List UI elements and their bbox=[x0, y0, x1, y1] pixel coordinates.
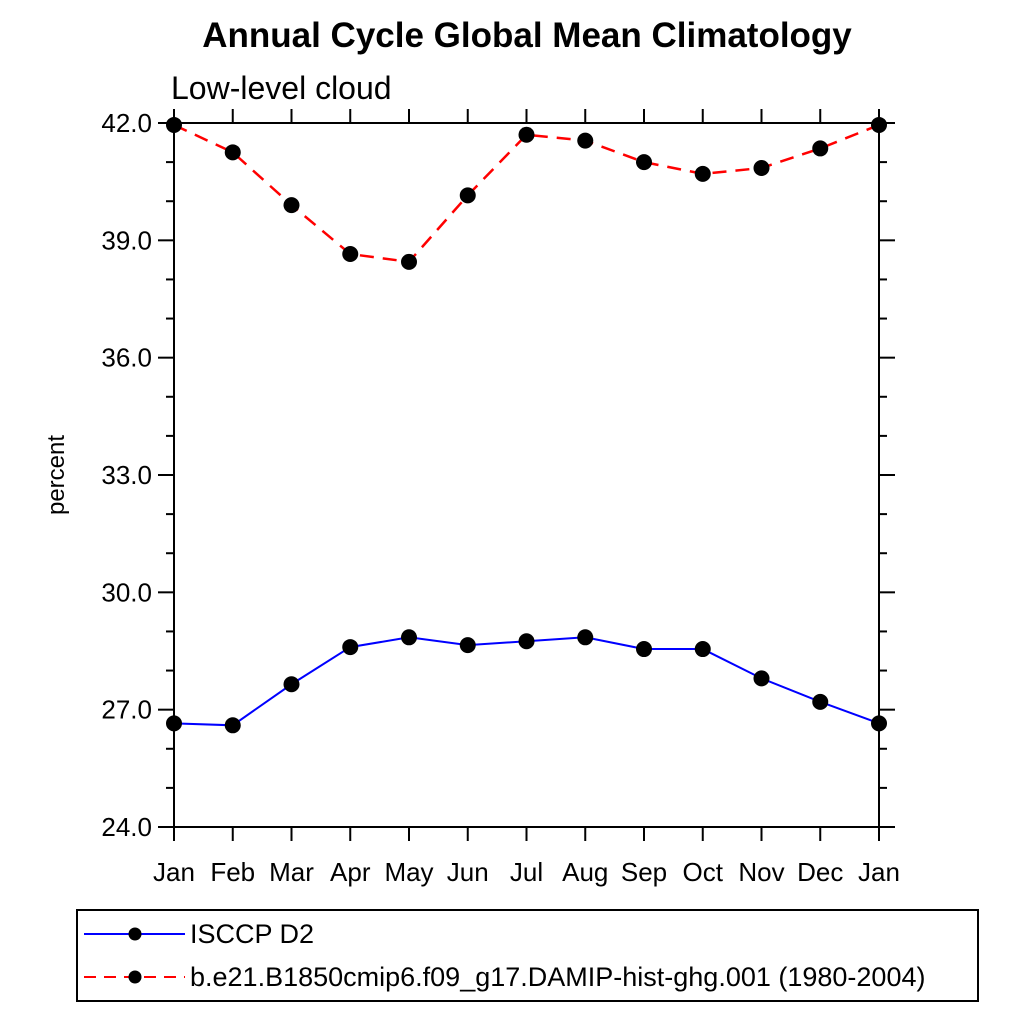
data-point-marker bbox=[812, 693, 829, 710]
data-point-marker bbox=[636, 641, 652, 658]
x-tick-label: Jan bbox=[858, 857, 900, 887]
legend-item-model: b.e21.B1850cmip6.f09_g17.DAMIP-hist-ghg.… bbox=[81, 957, 977, 997]
y-tick-label: 39.0 bbox=[101, 225, 152, 255]
data-point-marker bbox=[224, 717, 241, 734]
x-tick-label: May bbox=[384, 857, 433, 887]
legend-label: ISCCP D2 bbox=[190, 918, 315, 949]
data-point-marker bbox=[812, 140, 829, 157]
data-point-marker bbox=[871, 715, 887, 732]
data-point-marker bbox=[283, 676, 300, 693]
legend-line-sample-icon bbox=[84, 927, 185, 941]
legend: ISCCP D2 b.e21.B1850cmip6.f09_g17.DAMIP-… bbox=[76, 909, 979, 1002]
legend-item-isccp-d2: ISCCP D2 bbox=[81, 914, 977, 954]
data-point-marker bbox=[577, 132, 594, 149]
x-tick-label: Nov bbox=[738, 857, 784, 887]
x-tick-label: Sep bbox=[621, 857, 667, 887]
data-point-marker bbox=[871, 116, 887, 133]
x-tick-label: Jun bbox=[447, 857, 489, 887]
x-tick-label: Dec bbox=[797, 857, 843, 887]
data-point-marker bbox=[283, 197, 300, 214]
x-tick-label: Aug bbox=[562, 857, 608, 887]
chart-title: Annual Cycle Global Mean Climatology bbox=[202, 16, 852, 55]
y-tick-label: 33.0 bbox=[101, 460, 152, 490]
data-point-marker bbox=[401, 629, 417, 646]
data-point-marker bbox=[753, 670, 770, 687]
legend-label: b.e21.B1850cmip6.f09_g17.DAMIP-hist-ghg.… bbox=[190, 961, 926, 992]
data-point-marker bbox=[694, 165, 711, 182]
y-tick-label: 36.0 bbox=[101, 343, 152, 373]
series-line-0 bbox=[173, 636, 880, 727]
x-tick-label: Oct bbox=[683, 857, 724, 887]
data-point-marker bbox=[166, 715, 182, 732]
chart-subtitle: Low-level cloud bbox=[171, 70, 392, 106]
plot-frame bbox=[173, 122, 880, 828]
data-point-marker bbox=[459, 637, 476, 654]
data-point-marker bbox=[401, 253, 417, 270]
data-point-marker bbox=[166, 116, 182, 133]
x-tick-label: Jan bbox=[153, 857, 195, 887]
data-point-marker bbox=[636, 154, 652, 171]
y-tick-label: 24.0 bbox=[101, 812, 152, 842]
data-point-marker bbox=[224, 144, 241, 161]
data-point-marker bbox=[518, 633, 535, 650]
data-point-marker bbox=[459, 187, 476, 204]
series-line-1 bbox=[173, 123, 880, 264]
legend-line-sample-icon bbox=[84, 970, 185, 984]
data-point-marker bbox=[518, 126, 535, 143]
x-tick-label: Jul bbox=[510, 857, 543, 887]
x-tick-label: Apr bbox=[330, 857, 371, 887]
y-tick-label: 27.0 bbox=[101, 695, 152, 725]
y-tick-label: 42.0 bbox=[101, 108, 152, 138]
data-point-marker bbox=[694, 641, 711, 658]
data-point-marker bbox=[753, 159, 770, 176]
data-point-marker bbox=[577, 629, 594, 646]
data-point-marker bbox=[342, 246, 359, 263]
x-tick-label: Mar bbox=[269, 857, 314, 887]
data-point-marker bbox=[342, 639, 359, 656]
x-tick-label: Feb bbox=[210, 857, 255, 887]
y-tick-label: 30.0 bbox=[101, 577, 152, 607]
